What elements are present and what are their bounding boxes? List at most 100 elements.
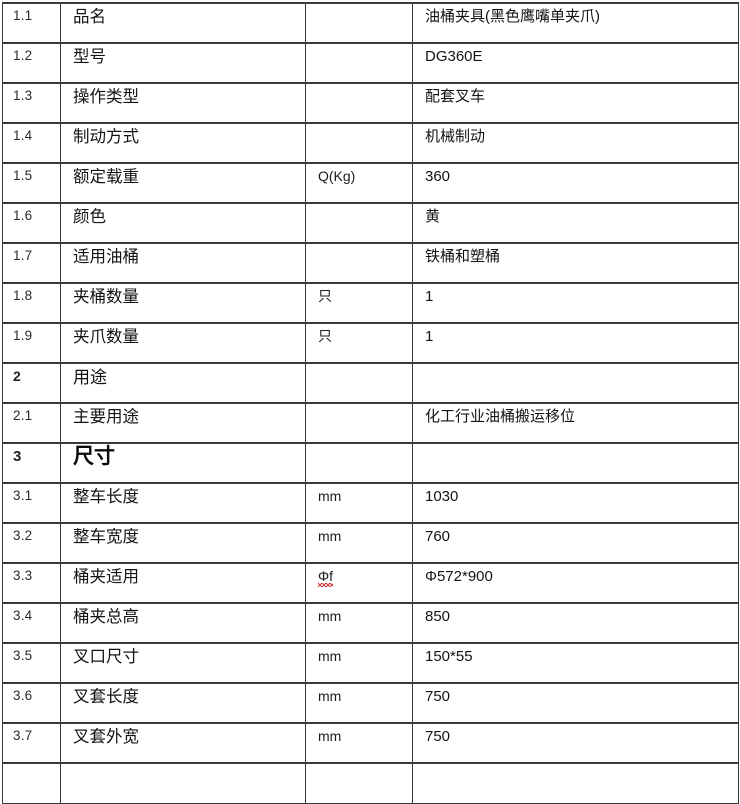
row-label-cell-text: 整车宽度 xyxy=(73,528,139,546)
row-unit-cell: 只 xyxy=(305,282,413,324)
row-unit-cell-text xyxy=(314,245,412,249)
row-index-cell xyxy=(2,762,61,804)
table-row: 3.1 整车长度 mm 1030 xyxy=(2,482,739,524)
row-unit-cell-text xyxy=(314,125,412,129)
row-label-cell-text: 叉套外宽 xyxy=(73,728,139,746)
row-unit-cell xyxy=(305,82,413,124)
row-index-cell: 1.3 xyxy=(2,82,61,124)
row-value-cell: 750 xyxy=(412,682,739,724)
row-index-cell-text: 1.2 xyxy=(13,48,33,63)
row-value-cell: 1 xyxy=(412,322,739,364)
row-label-cell-text: 桶夹总高 xyxy=(73,608,139,626)
row-label-cell-text: 适用油桶 xyxy=(73,248,139,266)
row-value-cell-text: 铁桶和塑桶 xyxy=(425,248,501,265)
row-index-cell: 1.6 xyxy=(2,202,61,244)
row-index-cell: 3.6 xyxy=(2,682,61,724)
row-index-cell: 1.7 xyxy=(2,242,61,284)
row-value-cell-text: 1030 xyxy=(425,488,459,505)
row-value-cell: DG360E xyxy=(412,42,739,84)
table-row: 2.1 主要用途 化工行业油桶搬运移位 xyxy=(2,402,739,444)
row-index-cell: 3.3 xyxy=(2,562,61,604)
row-label-cell: 桶夹总高 xyxy=(60,602,306,644)
table-row: 3.7 叉套外宽 mm 750 xyxy=(2,722,739,764)
row-unit-cell: Φf xyxy=(305,562,413,604)
row-label-cell-text: 主要用途 xyxy=(73,408,139,426)
row-label-cell: 夹爪数量 xyxy=(60,322,306,364)
row-value-cell: Φ572*900 xyxy=(412,562,739,604)
row-index-cell-text: 2 xyxy=(13,368,21,384)
row-unit-cell-text: mm xyxy=(318,608,342,624)
row-label-cell: 制动方式 xyxy=(60,122,306,164)
row-unit-cell: mm xyxy=(305,682,413,724)
spellcheck-underline: Φf xyxy=(318,568,334,587)
row-index-cell: 3.4 xyxy=(2,602,61,644)
row-unit-cell-text: 只 xyxy=(318,328,332,344)
row-index-cell-text: 1.9 xyxy=(13,328,33,343)
row-index-cell-text: 3.5 xyxy=(13,648,33,663)
row-unit-cell-text: mm xyxy=(318,728,342,744)
table-row: 1.3 操作类型 配套叉车 xyxy=(2,82,739,124)
row-label-cell-text: 品名 xyxy=(73,8,106,26)
row-label-cell-text: 夹桶数量 xyxy=(73,288,139,306)
row-label-cell-text: 夹爪数量 xyxy=(73,328,139,346)
row-value-cell-text: 黄 xyxy=(425,208,441,225)
row-label-cell-text: 用途 xyxy=(73,368,107,387)
row-unit-cell: mm xyxy=(305,722,413,764)
row-value-cell: 黄 xyxy=(412,202,739,244)
table-row: 3 尺寸 xyxy=(2,442,739,484)
row-label-cell: 型号 xyxy=(60,42,306,84)
row-unit-cell-text xyxy=(314,445,412,449)
table-row: 2 用途 xyxy=(2,362,739,404)
row-unit-cell: mm xyxy=(305,522,413,564)
row-value-cell: 1030 xyxy=(412,482,739,524)
table-row xyxy=(2,762,739,804)
row-index-cell-text: 1.7 xyxy=(13,248,33,263)
table-row: 1.9 夹爪数量 只 1 xyxy=(2,322,739,364)
row-label-cell-text: 叉套长度 xyxy=(73,688,139,706)
row-index-cell-text: 1.1 xyxy=(13,8,33,23)
row-label-cell-text: 颜色 xyxy=(73,208,106,226)
row-label-cell: 整车长度 xyxy=(60,482,306,524)
row-unit-cell: Q(Kg) xyxy=(305,162,413,204)
row-index-cell: 2 xyxy=(2,362,61,404)
row-value-cell xyxy=(412,362,739,404)
row-label-cell: 叉口尺寸 xyxy=(60,642,306,684)
row-label-cell: 叉套外宽 xyxy=(60,722,306,764)
row-index-cell: 1.1 xyxy=(2,2,61,44)
row-unit-cell-text: mm xyxy=(318,528,342,544)
row-index-cell-text: 3.7 xyxy=(13,728,33,743)
row-unit-cell-text xyxy=(314,205,412,209)
row-value-cell-text: 配套叉车 xyxy=(425,88,486,105)
row-label-cell: 操作类型 xyxy=(60,82,306,124)
row-index-cell: 2.1 xyxy=(2,402,61,444)
table-row: 1.7 适用油桶 铁桶和塑桶 xyxy=(2,242,739,284)
row-unit-cell xyxy=(305,402,413,444)
row-label-cell: 夹桶数量 xyxy=(60,282,306,324)
row-index-cell-text: 3.6 xyxy=(13,688,33,703)
row-label-cell: 颜色 xyxy=(60,202,306,244)
row-value-cell-text xyxy=(421,365,738,369)
row-label-cell: 桶夹适用 xyxy=(60,562,306,604)
row-label-cell: 用途 xyxy=(60,362,306,404)
row-value-cell: 850 xyxy=(412,602,739,644)
row-label-cell: 主要用途 xyxy=(60,402,306,444)
table-row: 1.1 品名 油桶夹具(黑色鹰嘴单夹爪) xyxy=(2,2,739,44)
row-index-cell-text: 1.4 xyxy=(13,128,33,143)
row-label-cell: 叉套长度 xyxy=(60,682,306,724)
row-unit-cell xyxy=(305,442,413,484)
row-label-cell: 额定载重 xyxy=(60,162,306,204)
row-value-cell: 1 xyxy=(412,282,739,324)
row-unit-cell-text: mm xyxy=(318,648,342,664)
row-index-cell-text: 3.2 xyxy=(13,528,33,543)
row-value-cell xyxy=(412,442,739,484)
row-value-cell-text: 750 xyxy=(425,688,451,705)
row-unit-cell-text xyxy=(314,5,412,9)
table-row: 3.2 整车宽度 mm 760 xyxy=(2,522,739,564)
row-label-cell-text: 桶夹适用 xyxy=(73,568,139,586)
table-row: 1.4 制动方式 机械制动 xyxy=(2,122,739,164)
row-unit-cell-text xyxy=(314,85,412,89)
row-index-cell: 3 xyxy=(2,442,61,484)
row-unit-cell xyxy=(305,122,413,164)
